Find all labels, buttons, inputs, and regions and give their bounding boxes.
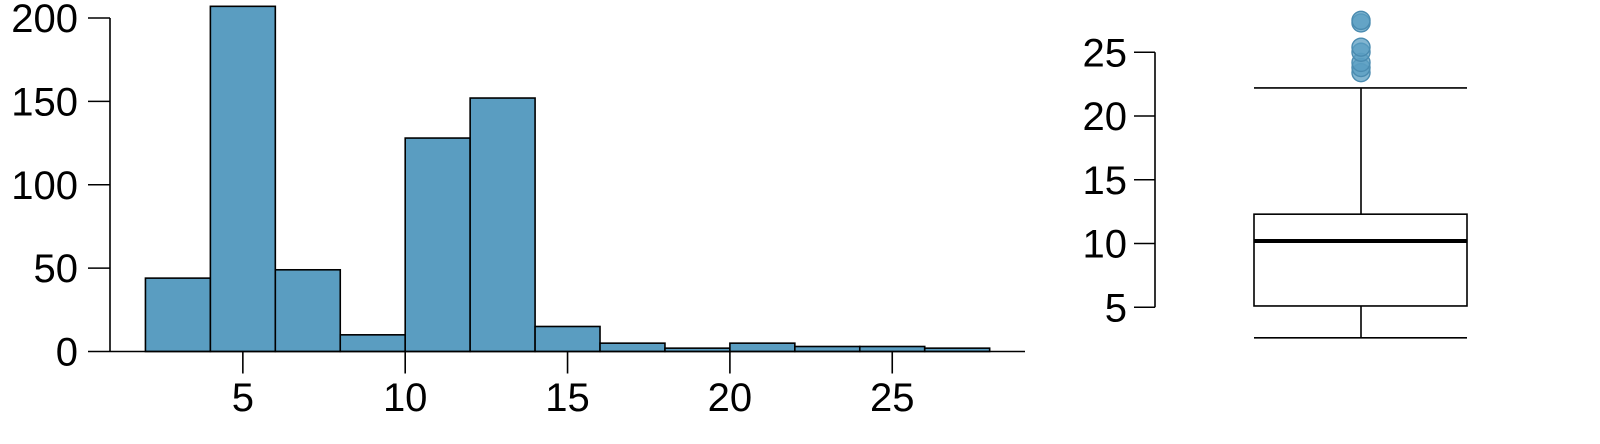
histogram-bar [144,277,212,353]
x-tick-label: 25 [870,376,915,420]
histogram-bar [599,342,666,353]
y-tick-label: 0 [56,331,78,375]
outlier-point [1351,37,1371,57]
y-tick-label: 25 [1083,31,1128,75]
x-tick-label: 15 [545,376,590,420]
y-tick-label: 5 [1105,286,1127,330]
y-tick-label: 10 [1083,223,1128,267]
y-tick-label: 50 [34,247,79,291]
histogram-axes: 0 50 100 150 200 5 10 15 20 25 [11,0,1025,420]
histogram-bar [404,137,471,353]
x-tick-label: 10 [383,376,428,420]
histogram-bar [209,5,277,353]
y-tick-label: 150 [11,80,78,124]
y-tick-label: 15 [1083,159,1128,203]
boxplot-body [1253,10,1468,339]
histogram-bar [534,325,601,353]
histogram-bar [339,334,407,353]
y-tick-label: 200 [11,0,78,41]
boxplot-axes: 5 10 15 20 25 [1083,31,1156,330]
boxplot-panel: 5 10 15 20 25 [1083,10,1468,339]
histogram-panel: 0 50 100 150 200 5 10 15 20 25 [11,0,1025,420]
y-tick-label: 100 [11,164,78,208]
histogram-bar [729,342,796,353]
y-tick-label: 20 [1083,95,1128,139]
histogram-bars [144,5,991,353]
x-tick-label: 5 [232,376,254,420]
outlier-point [1351,10,1371,31]
x-tick-label: 20 [708,376,753,420]
interquartile-box [1253,213,1468,307]
histogram-bar [274,268,342,353]
histogram-bar [469,97,536,353]
